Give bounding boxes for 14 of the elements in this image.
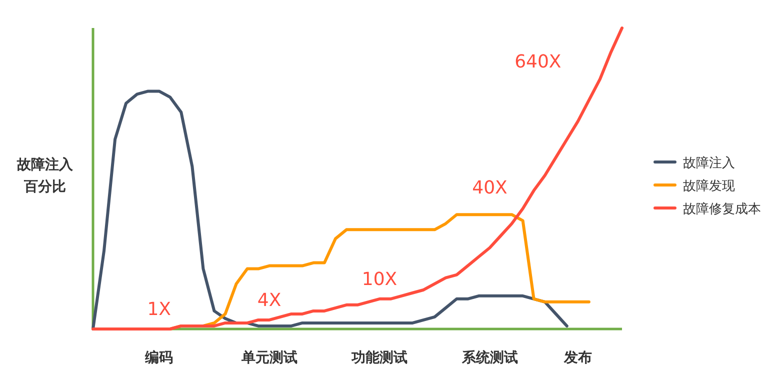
annotation: 1X (147, 299, 172, 320)
annotation: 10X (362, 268, 398, 290)
legend-label: 故障发现 (683, 179, 735, 194)
annotation: 40X (472, 178, 508, 199)
annotation: 4X (257, 290, 282, 311)
legend-label: 故障注入 (683, 156, 735, 171)
x-tick-label: 系统测试 (460, 349, 518, 366)
x-tick-label: 单元测试 (240, 350, 298, 366)
y-axis-title: 故障注入百分比 (16, 156, 74, 195)
annotation: 640X (514, 51, 562, 72)
x-tick-label: 编码 (144, 349, 174, 366)
x-tick-label: 功能测试 (350, 350, 408, 366)
legend-label: 故障修复成本 (683, 202, 761, 217)
x-tick-label: 发布 (562, 350, 592, 366)
